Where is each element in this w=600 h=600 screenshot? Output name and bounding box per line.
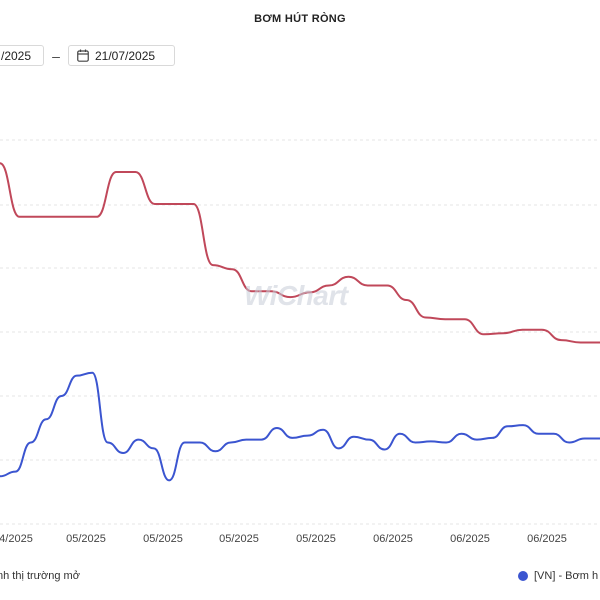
- legend-dot: [518, 571, 528, 581]
- series-line-red: [0, 163, 600, 342]
- x-tick-label: 06/2025: [527, 533, 567, 545]
- wichart-watermark: WiChart: [244, 280, 348, 312]
- x-tick-label: 05/2025: [219, 533, 259, 545]
- x-tick-label: 05/2025: [66, 533, 106, 545]
- legend-item-left[interactable]: nh thị trường mở: [0, 570, 80, 582]
- x-tick-label: 4/2025: [0, 533, 33, 545]
- legend-item-right[interactable]: [VN] - Bơm h: [518, 570, 598, 582]
- series-line-blue: [0, 373, 600, 481]
- x-tick-label: 06/2025: [450, 533, 490, 545]
- x-tick-label: 06/2025: [373, 533, 413, 545]
- x-tick-label: 05/2025: [143, 533, 183, 545]
- x-tick-label: 05/2025: [296, 533, 336, 545]
- legend-label: [VN] - Bơm h: [534, 570, 598, 582]
